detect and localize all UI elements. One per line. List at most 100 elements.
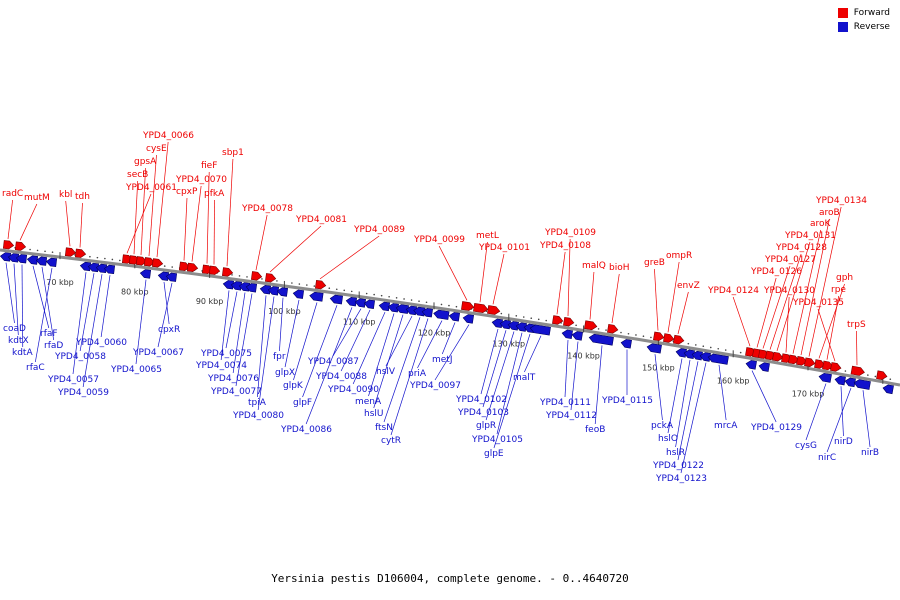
gene-glyph-priA[interactable] <box>433 309 450 320</box>
gene-label-radC[interactable]: radC <box>2 189 23 199</box>
gene-label-YPD4_0089[interactable]: YPD4_0089 <box>353 225 405 235</box>
gene-label-YPD4_0135[interactable]: YPD4_0135 <box>792 298 844 308</box>
gene-glyph-glpR[interactable] <box>507 321 519 331</box>
gene-label-YPD4_0099[interactable]: YPD4_0099 <box>413 235 465 245</box>
gene-glyph-glpK[interactable] <box>309 291 324 302</box>
gene-glyph-rfaD[interactable] <box>35 256 48 266</box>
gene-glyph-mutM[interactable] <box>14 241 27 251</box>
gene-glyph-YPD4_0108[interactable] <box>552 315 564 325</box>
gene-glyph-nirC[interactable] <box>844 377 856 388</box>
gene-label-cytR[interactable]: cytR <box>381 436 401 446</box>
gene-label-cysE[interactable]: cysE <box>146 144 167 154</box>
gene-label-cpxR[interactable]: cpxR <box>158 325 180 335</box>
gene-label-YPD4_0057[interactable]: YPD4_0057 <box>47 375 99 385</box>
gene-label-priA[interactable]: priA <box>408 369 427 379</box>
gene-label-malQ[interactable]: malQ <box>582 261 606 271</box>
gene-glyph-YPD4_0111[interactable] <box>561 329 573 339</box>
gene-glyph-YPD4_0070[interactable] <box>186 262 199 272</box>
gene-glyph-YPD4_0090[interactable] <box>378 301 391 312</box>
gene-glyph-kdtX[interactable] <box>7 253 20 263</box>
gene-glyph-YPD4_0066[interactable] <box>151 258 164 268</box>
gene-glyph-ftsN[interactable] <box>413 306 426 317</box>
gene-label-YPD4_0108[interactable]: YPD4_0108 <box>539 241 591 251</box>
gene-label-tdh[interactable]: tdh <box>75 192 90 202</box>
gene-label-YPD4_0059[interactable]: YPD4_0059 <box>57 388 109 398</box>
gene-glyph-pfkA[interactable] <box>208 265 221 275</box>
gene-label-YPD4_0115[interactable]: YPD4_0115 <box>601 396 653 406</box>
gene-label-YPD4_0127[interactable]: YPD4_0127 <box>764 255 816 265</box>
gene-label-ompR[interactable]: ompR <box>666 251 692 261</box>
gene-glyph-YPD4_0067[interactable] <box>165 272 178 282</box>
gene-label-hslR[interactable]: hslR <box>666 448 685 458</box>
gene-label-kdtX[interactable]: kdtX <box>8 336 29 346</box>
gene-label-rfaD[interactable]: rfaD <box>44 341 63 351</box>
gene-glyph-gpsA[interactable] <box>135 256 148 266</box>
gene-glyph-YPD4_0097[interactable] <box>462 314 474 324</box>
gene-label-YPD4_0097[interactable]: YPD4_0097 <box>409 381 461 391</box>
gene-label-YPD4_0109[interactable]: YPD4_0109 <box>544 228 596 238</box>
gene-glyph-unlabeled[interactable] <box>876 370 888 381</box>
gene-label-YPD4_0124[interactable]: YPD4_0124 <box>707 286 759 296</box>
gene-glyph-cpxR[interactable] <box>157 271 170 281</box>
gene-label-YPD4_0060[interactable]: YPD4_0060 <box>75 338 127 348</box>
gene-label-YPD4_0128[interactable]: YPD4_0128 <box>775 243 827 253</box>
gene-glyph-unlabeled[interactable] <box>882 384 894 395</box>
gene-glyph-rfaC[interactable] <box>45 257 58 267</box>
gene-label-YPD4_0076[interactable]: YPD4_0076 <box>207 374 259 384</box>
gene-label-YPD4_0088[interactable]: YPD4_0088 <box>315 372 367 382</box>
gene-label-YPD4_0103[interactable]: YPD4_0103 <box>457 408 509 418</box>
gene-label-YPD4_0105[interactable]: YPD4_0105 <box>471 435 523 445</box>
gene-glyph-YPD4_0135[interactable] <box>830 362 842 372</box>
gene-label-hslU[interactable]: hslU <box>364 409 383 419</box>
gene-label-mrcA[interactable]: mrcA <box>714 421 738 431</box>
gene-glyph-pckA[interactable] <box>646 343 662 354</box>
gene-label-cysG[interactable]: cysG <box>795 441 817 451</box>
gene-glyph-rfaF[interactable] <box>26 255 39 265</box>
gene-label-YPD4_0065[interactable]: YPD4_0065 <box>110 365 162 375</box>
gene-label-rfaC[interactable]: rfaC <box>26 363 45 373</box>
gene-glyph-rpe[interactable] <box>822 360 834 371</box>
gene-glyph-hslR[interactable] <box>683 349 695 359</box>
gene-label-YPD4_0130[interactable]: YPD4_0130 <box>763 286 815 296</box>
gene-label-glpF[interactable]: glpF <box>293 398 312 408</box>
gene-label-glpR[interactable]: glpR <box>476 421 496 431</box>
gene-glyph-YPD4_0059[interactable] <box>95 263 108 274</box>
gene-glyph-menA[interactable] <box>387 303 399 313</box>
gene-label-ftsN[interactable]: ftsN <box>375 423 393 433</box>
gene-glyph-ompR[interactable] <box>663 333 675 344</box>
gene-glyph-YPD4_0078[interactable] <box>250 271 263 281</box>
gene-label-tpiA[interactable]: tpiA <box>248 398 267 408</box>
gene-label-YPD4_0086[interactable]: YPD4_0086 <box>280 425 332 435</box>
gene-glyph-hslO[interactable] <box>675 348 687 358</box>
gene-glyph-malT[interactable] <box>529 324 551 336</box>
gene-label-feoB[interactable]: feoB <box>585 425 605 435</box>
gene-glyph-envZ[interactable] <box>673 334 685 345</box>
gene-glyph-cytR[interactable] <box>421 308 433 318</box>
gene-label-YPD4_0075[interactable]: YPD4_0075 <box>200 349 252 359</box>
gene-label-pfkA[interactable]: pfkA <box>204 189 225 199</box>
gene-glyph-bioH[interactable] <box>607 324 619 334</box>
gene-glyph-unlabeled[interactable] <box>758 362 770 372</box>
gene-glyph-YPD4_0129[interactable] <box>745 360 757 370</box>
gene-label-fpr[interactable]: fpr <box>273 352 286 362</box>
gene-label-YPD4_0111[interactable]: YPD4_0111 <box>539 398 591 408</box>
gene-glyph-YPD4_0102[interactable] <box>491 318 503 329</box>
gene-glyph-aroK[interactable] <box>788 354 800 365</box>
gene-label-cpxP[interactable]: cpxP <box>176 187 198 197</box>
gene-label-aroK[interactable]: aroK <box>810 219 832 229</box>
gene-glyph-YPD4_0087[interactable] <box>354 298 367 308</box>
gene-glyph-malQ[interactable] <box>584 320 598 331</box>
gene-label-YPD4_0101[interactable]: YPD4_0101 <box>478 243 530 253</box>
gene-glyph-trpS[interactable] <box>850 365 865 376</box>
gene-label-secB[interactable]: secB <box>127 170 148 180</box>
gene-glyph-cpxP[interactable] <box>178 261 191 271</box>
gene-glyph-YPD4_0065[interactable] <box>139 269 152 279</box>
gene-label-hslV[interactable]: hslV <box>376 367 396 377</box>
gene-glyph-coaD[interactable] <box>0 252 12 262</box>
gene-label-YPD4_0123[interactable]: YPD4_0123 <box>655 474 707 484</box>
gene-label-kdtA[interactable]: kdtA <box>12 348 33 358</box>
gene-label-kbl[interactable]: kbl <box>59 190 72 200</box>
gene-label-YPD4_0066[interactable]: YPD4_0066 <box>142 131 194 141</box>
gene-label-metJ[interactable]: metJ <box>432 355 453 365</box>
gene-label-rpe[interactable]: rpe <box>831 285 846 295</box>
